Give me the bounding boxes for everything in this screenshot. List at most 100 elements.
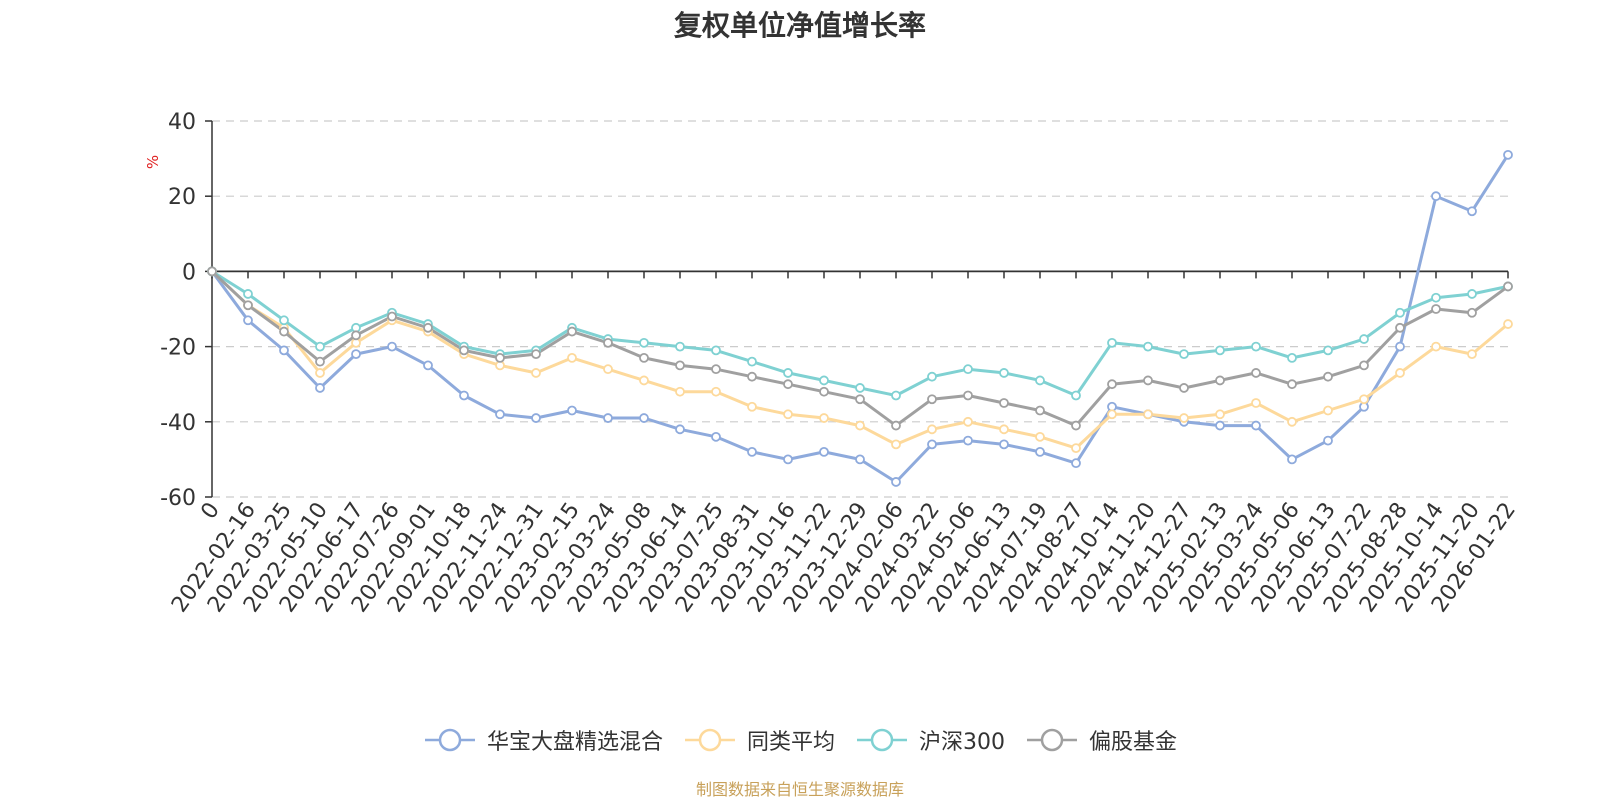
series-2-point bbox=[1431, 292, 1441, 303]
legend-label: 偏股基金 bbox=[1089, 730, 1178, 755]
series-2-point bbox=[855, 383, 865, 393]
series-1-point bbox=[1107, 409, 1117, 420]
series-1-point bbox=[963, 416, 973, 427]
series-1-point bbox=[927, 424, 937, 435]
series-0-point bbox=[891, 477, 901, 487]
series-0-point bbox=[1215, 420, 1225, 431]
series-0-point bbox=[567, 405, 577, 416]
gridlines bbox=[212, 120, 1508, 498]
series-3-point bbox=[711, 364, 721, 375]
series-2-point bbox=[891, 390, 901, 401]
series-3-point bbox=[891, 420, 901, 431]
series-0-point bbox=[495, 409, 505, 420]
series-0-point bbox=[1287, 454, 1297, 465]
series-1-point bbox=[1287, 416, 1297, 427]
series-0-point bbox=[279, 345, 289, 356]
series-0-point bbox=[603, 413, 613, 423]
series-2-point bbox=[1287, 352, 1297, 363]
series-0-point bbox=[855, 454, 865, 465]
series-line-2 bbox=[210, 269, 1510, 397]
series-1-point bbox=[1143, 409, 1153, 420]
series-2-point bbox=[279, 315, 289, 326]
series-0-point bbox=[459, 390, 469, 401]
series-3-point bbox=[387, 311, 397, 322]
series-2-point bbox=[1359, 334, 1369, 344]
series-2-point bbox=[1179, 349, 1189, 360]
series-1-point bbox=[819, 413, 829, 423]
series-2-point bbox=[1143, 341, 1153, 352]
series-3-point bbox=[1287, 379, 1297, 390]
series-2-point bbox=[1323, 345, 1333, 356]
series-0-point bbox=[927, 439, 937, 450]
series-2-point bbox=[675, 341, 685, 352]
series-1-point bbox=[1503, 319, 1513, 329]
series-3-point bbox=[603, 337, 613, 348]
series-3-point bbox=[207, 266, 217, 277]
legend-swatch-icon bbox=[424, 728, 475, 752]
series-3-point bbox=[783, 379, 793, 390]
series-3-point bbox=[1035, 405, 1045, 416]
axes bbox=[205, 120, 1509, 498]
series-1-point bbox=[1035, 431, 1045, 442]
series-1-point bbox=[1395, 368, 1405, 378]
series-0-point bbox=[423, 360, 433, 371]
series-1-point bbox=[783, 409, 793, 420]
series-3-point bbox=[819, 386, 829, 397]
y-tick-label: 40 bbox=[168, 110, 196, 135]
series-0-point bbox=[1395, 341, 1405, 352]
series-3-point bbox=[243, 300, 253, 311]
series-3-point bbox=[315, 356, 325, 367]
series-0-point bbox=[1467, 206, 1477, 217]
series-1-point bbox=[639, 375, 649, 386]
legend-swatch-icon bbox=[857, 728, 907, 752]
series-3-point bbox=[999, 398, 1009, 408]
series-1-point bbox=[999, 424, 1009, 435]
series-2-point bbox=[1107, 337, 1117, 348]
chart-title: 复权单位净值增长率 bbox=[673, 9, 926, 42]
series-1-point bbox=[1467, 349, 1477, 360]
legend-swatch-icon bbox=[1027, 728, 1077, 752]
series-3-point bbox=[1107, 379, 1117, 390]
series-3-point bbox=[459, 345, 469, 356]
series-2-point bbox=[963, 364, 973, 375]
series-2-point bbox=[819, 375, 829, 386]
series-3-point bbox=[1251, 368, 1261, 378]
legend-label: 同类平均 bbox=[746, 730, 835, 755]
series-3-point bbox=[855, 394, 865, 405]
tick-labels: 40200-20-40-60%02022-02-162022-03-252022… bbox=[144, 110, 1521, 617]
series-1-point bbox=[1215, 409, 1225, 420]
series-1-point bbox=[711, 386, 721, 397]
series-0-point bbox=[1323, 435, 1333, 446]
series-0-point bbox=[351, 349, 361, 360]
series-0-point bbox=[675, 424, 685, 435]
series-2-point bbox=[1467, 289, 1477, 299]
series-0-point bbox=[1503, 149, 1513, 160]
series-3-point bbox=[1503, 281, 1513, 292]
series-3-point bbox=[1323, 371, 1333, 382]
series-0-point bbox=[1431, 191, 1441, 202]
legend-item-1[interactable]: 同类平均 bbox=[683, 724, 835, 756]
series-2-point bbox=[1215, 345, 1225, 356]
series-3-point bbox=[495, 352, 505, 363]
series-0-point bbox=[747, 446, 757, 457]
series-0-point bbox=[1035, 446, 1045, 457]
legend-item-2[interactable]: 沪深300 bbox=[855, 724, 1005, 756]
legend-item-3[interactable]: 偏股基金 bbox=[1025, 724, 1177, 756]
legend-item-0[interactable]: 华宝大盘精选混合 bbox=[423, 724, 663, 756]
series-0-point bbox=[711, 431, 721, 442]
series-0-point bbox=[819, 446, 829, 457]
y-tick-label: -20 bbox=[160, 336, 196, 361]
series-1-point bbox=[603, 364, 613, 375]
series-2-point bbox=[1035, 375, 1045, 386]
footer-note: 制图数据来自恒生聚源数据库 bbox=[695, 780, 904, 799]
series-3-point bbox=[531, 349, 541, 360]
series-3-point bbox=[1467, 307, 1477, 318]
series-2-point bbox=[711, 345, 721, 356]
series-1-point bbox=[531, 368, 541, 378]
series-1-point bbox=[1251, 398, 1261, 408]
series-1-point bbox=[1323, 405, 1333, 416]
series-1-point bbox=[1071, 443, 1081, 454]
series-1-point bbox=[675, 386, 685, 397]
series-0-point bbox=[1251, 420, 1261, 431]
